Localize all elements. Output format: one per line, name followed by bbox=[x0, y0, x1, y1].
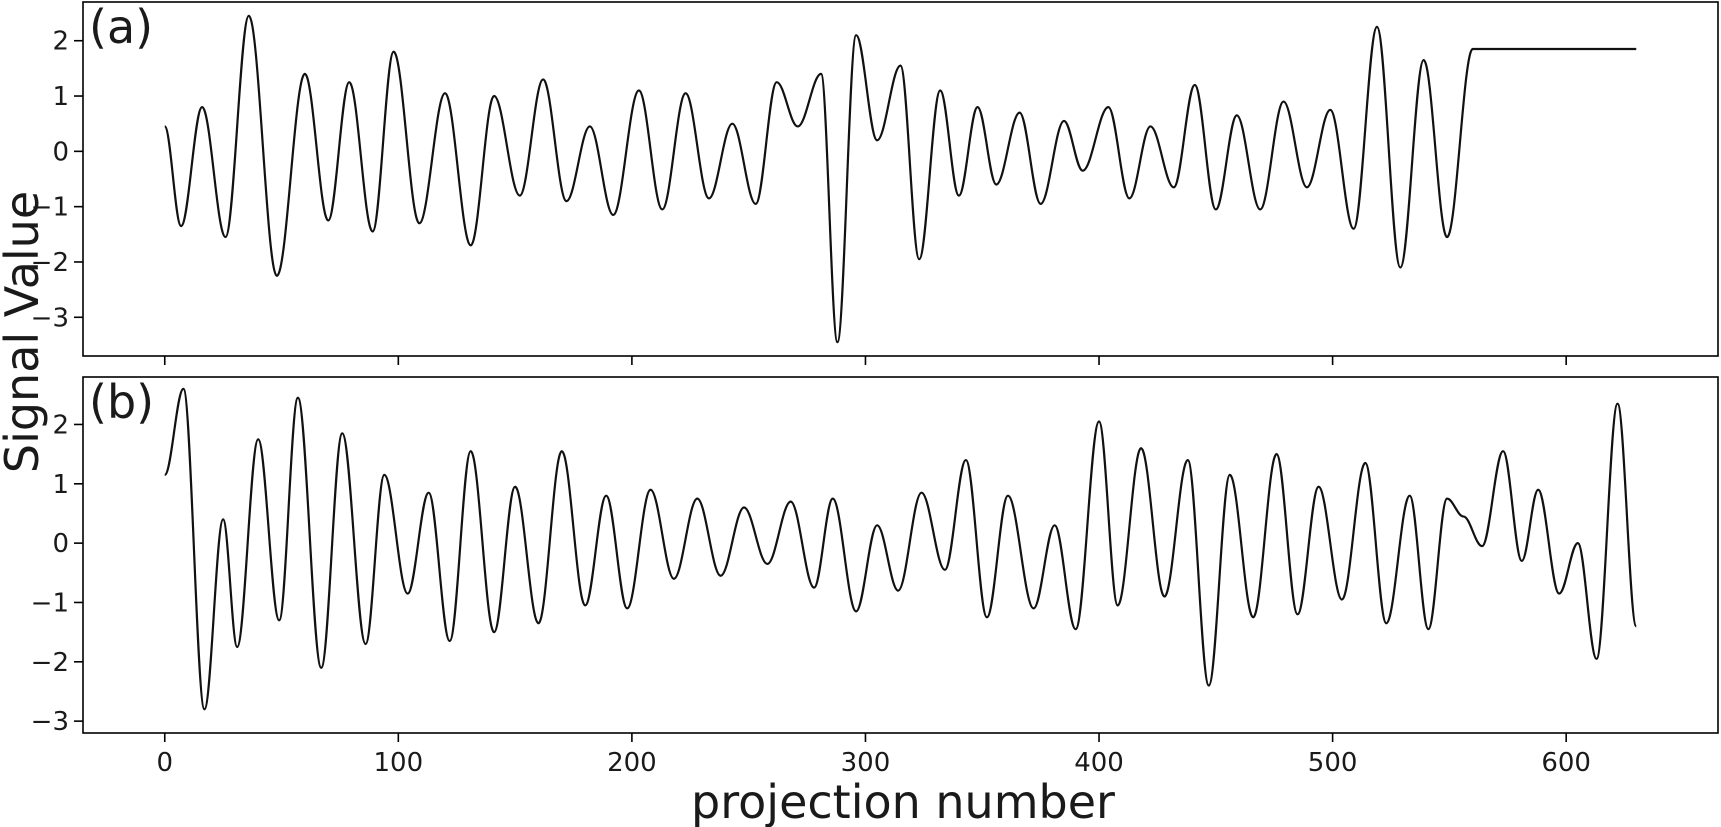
y-tick-label-a: −2 bbox=[31, 248, 69, 278]
series-line-b-0 bbox=[163, 387, 1638, 711]
y-tick-label-b: 2 bbox=[52, 410, 69, 440]
series-line-a-0 bbox=[163, 14, 1637, 344]
y-tick-label-b: −3 bbox=[31, 707, 69, 737]
x-tick-label-b: 0 bbox=[156, 748, 173, 778]
y-tick-label-b: 1 bbox=[52, 470, 69, 500]
plot-frame-a bbox=[82, 1, 1719, 357]
x-tick-label-b: 600 bbox=[1541, 748, 1591, 778]
y-tick-label-b: −1 bbox=[31, 588, 69, 618]
y-tick-label-a: −3 bbox=[31, 303, 69, 333]
panel-label-b: (b) bbox=[89, 375, 154, 429]
x-tick-label-b: 100 bbox=[374, 748, 424, 778]
x-tick-label-b: 500 bbox=[1308, 748, 1358, 778]
y-tick-label-b: −2 bbox=[31, 648, 69, 678]
y-axis-label: Signal Value bbox=[0, 191, 49, 473]
x-axis-label: projection number bbox=[691, 775, 1115, 827]
panel-a: −3 −2 −1 0 1 2 (a) bbox=[31, 0, 1719, 365]
y-tick-label-a: −1 bbox=[31, 193, 69, 223]
x-tick-label-b: 200 bbox=[607, 748, 657, 778]
panel-label-a: (a) bbox=[89, 0, 153, 54]
panel-b: −3 −2 −1 0 1 2 0 100 200 300 400 500 600 (b) bbox=[31, 375, 1719, 778]
x-tick-label-b: 300 bbox=[841, 748, 891, 778]
x-tick-label-b: 400 bbox=[1074, 748, 1124, 778]
y-tick-label-a: 1 bbox=[52, 82, 69, 112]
y-tick-label-a: 0 bbox=[52, 137, 69, 167]
plot-frame-b bbox=[82, 376, 1719, 734]
y-tick-label-b: 0 bbox=[52, 529, 69, 559]
y-tick-label-a: 2 bbox=[52, 27, 69, 57]
